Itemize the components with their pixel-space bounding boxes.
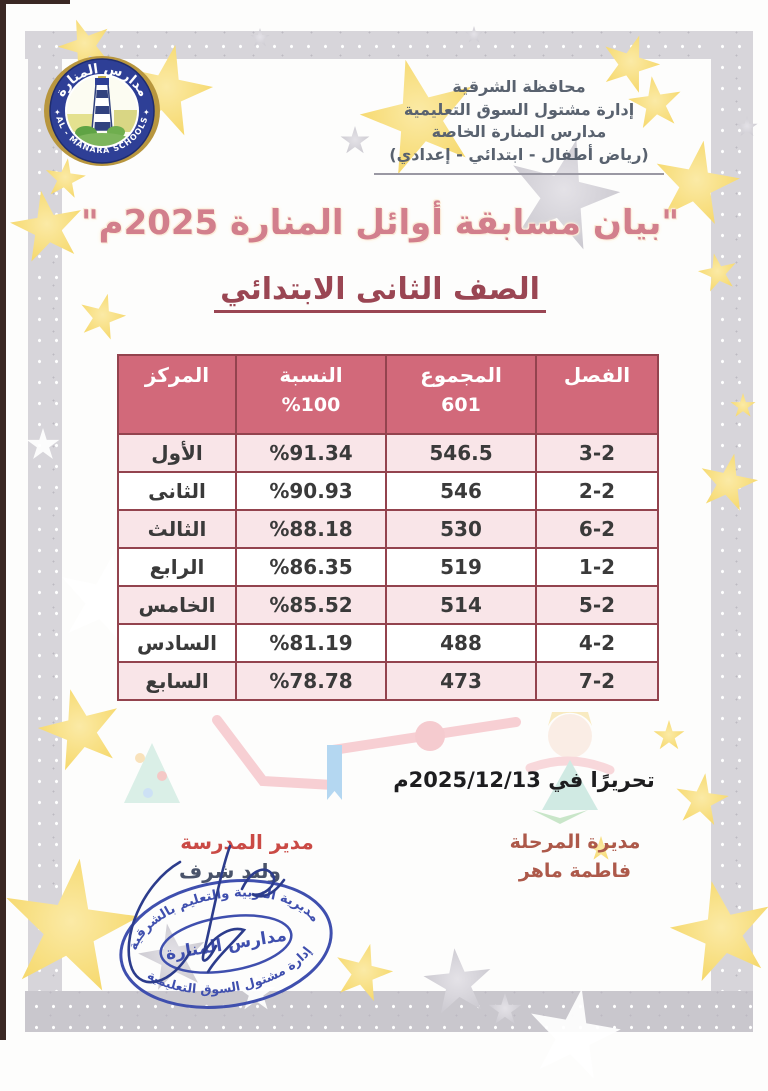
- cell-rank: الثالث: [117, 509, 237, 549]
- cell-rank: الخامس: [117, 585, 237, 625]
- cell-total: 473: [385, 661, 537, 701]
- cell-total: 519: [385, 547, 537, 587]
- results-table-header: الفصل المجموع 601 النسبة %100 المركز: [117, 354, 659, 435]
- cell-percent: %86.35: [235, 547, 387, 587]
- cell-total: 546.5: [385, 433, 537, 473]
- cell-class: 5-2: [535, 585, 659, 625]
- scanned-results-sheet: { "document": { "header_lines": [ "محافظ…: [0, 0, 768, 1040]
- principal-name: وليد شرف: [179, 859, 281, 883]
- frame-band-right: [711, 31, 753, 991]
- cell-percent: %78.78: [235, 661, 387, 701]
- principal-signature: [127, 844, 286, 984]
- results-table: الفصل المجموع 601 النسبة %100 المركز 3-2 5…: [117, 354, 659, 701]
- principal-block: مدير المدرسة وليد شرف: [152, 830, 342, 883]
- cell-rank: الثانى: [117, 471, 237, 511]
- stage-director-title: مديرة المرحلة: [509, 831, 641, 853]
- stage-director-name: فاطمة ماهر: [518, 860, 632, 883]
- header-line-administration: إدارة مشتول السوق التعليمية: [403, 99, 635, 119]
- cell-percent: %85.52: [235, 585, 387, 625]
- table-row: 6-2 530 %88.18 الثالث: [117, 509, 659, 549]
- column-header-total: المجموع 601: [385, 354, 537, 435]
- scan-edge-top: [0, 0, 70, 4]
- column-header-percent: النسبة %100: [235, 354, 387, 435]
- principal-title: مدير المدرسة: [180, 830, 314, 854]
- date-line: تحريرًا في 2025/12/13م: [393, 768, 655, 792]
- cell-class: 6-2: [535, 509, 659, 549]
- table-row: 3-2 546.5 %91.34 الأول: [117, 433, 659, 473]
- page-subtitle-wrap: الصف الثانى الابتدائي: [50, 272, 710, 313]
- header-line-governorate: محافظة الشرقية: [452, 77, 586, 96]
- school-logo: مدارس المنارة AL - MANARA SCHOOLS ✦ ✦: [44, 56, 160, 166]
- cell-class: 2-2: [535, 471, 659, 511]
- administration-header: محافظة الشرقية إدارة مشتول السوق التعليم…: [374, 76, 664, 175]
- cell-rank: السابع: [117, 661, 237, 701]
- cell-total: 514: [385, 585, 537, 625]
- cell-percent: %81.19: [235, 623, 387, 663]
- column-header-rank: المركز: [117, 354, 237, 435]
- frame-band-left: [28, 31, 62, 991]
- cell-total: 546: [385, 471, 537, 511]
- results-table-body: 3-2 546.5 %91.34 الأول 2-2 546 %90.93 ال…: [117, 433, 659, 701]
- stage-director-block: مديرة المرحلة فاطمة ماهر: [500, 828, 650, 887]
- cell-rank: الرابع: [117, 547, 237, 587]
- table-row: 2-2 546 %90.93 الثانى: [117, 471, 659, 511]
- watermark-drawing: [124, 712, 615, 824]
- cell-percent: %88.18: [235, 509, 387, 549]
- logo-star-right: ✦: [143, 108, 150, 117]
- cell-total: 530: [385, 509, 537, 549]
- cell-class: 7-2: [535, 661, 659, 701]
- table-row: 1-2 519 %86.35 الرابع: [117, 547, 659, 587]
- table-row: 4-2 488 %81.19 السادس: [117, 623, 659, 663]
- table-row: 5-2 514 %85.52 الخامس: [117, 585, 659, 625]
- header-line-stages: (رياض أطفال - ابتدائي - إعدادي): [389, 145, 649, 165]
- cell-class: 4-2: [535, 623, 659, 663]
- cell-class: 1-2: [535, 547, 659, 587]
- page-title: "بيان مسابقة أوائل المنارة 2025م": [80, 203, 680, 243]
- cell-percent: %91.34: [235, 433, 387, 473]
- cell-class: 3-2: [535, 433, 659, 473]
- star-icon: [340, 126, 370, 154]
- cell-rank: الأول: [117, 433, 237, 473]
- cell-percent: %90.93: [235, 471, 387, 511]
- table-row: 7-2 473 %78.78 السابع: [117, 661, 659, 701]
- logo-star-left: ✦: [54, 108, 61, 117]
- cell-total: 488: [385, 623, 537, 663]
- column-header-class: الفصل: [535, 354, 659, 435]
- cell-rank: السادس: [117, 623, 237, 663]
- scan-edge-left: [0, 0, 6, 1040]
- header-line-school: مدارس المنارة الخاصة: [431, 122, 607, 142]
- page-subtitle: الصف الثانى الابتدائي: [214, 272, 546, 313]
